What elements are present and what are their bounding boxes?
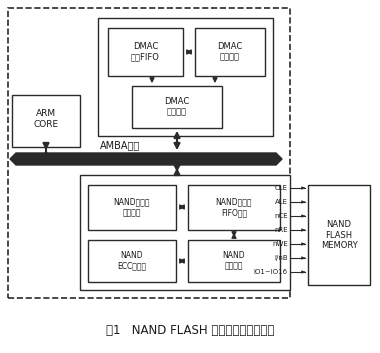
Text: 图1   NAND FLASH 控制器及其系统架构: 图1 NAND FLASH 控制器及其系统架构: [106, 323, 274, 336]
Text: DMAC
通道FIFO: DMAC 通道FIFO: [131, 42, 160, 62]
Text: DMAC
控制模块: DMAC 控制模块: [217, 42, 242, 62]
Text: nWE: nWE: [272, 241, 288, 247]
Text: ALE: ALE: [275, 199, 288, 205]
Text: NAND
ECC编码器: NAND ECC编码器: [117, 251, 147, 271]
Bar: [88, 240, 176, 282]
Text: DMAC
总线接口: DMAC 总线接口: [165, 97, 190, 117]
Bar: [188, 185, 280, 230]
Bar: [12, 95, 80, 147]
Bar: [188, 240, 280, 282]
Text: IO1~IO16: IO1~IO16: [254, 269, 288, 275]
Polygon shape: [10, 153, 282, 165]
Text: ARM
CORE: ARM CORE: [33, 109, 59, 129]
Bar: [308, 185, 370, 285]
Bar: [98, 18, 273, 136]
Text: NAND控制器
总线接口: NAND控制器 总线接口: [114, 198, 150, 217]
Text: AMBA总线: AMBA总线: [100, 140, 140, 150]
Text: nCE: nCE: [274, 213, 288, 219]
Bar: [80, 175, 290, 290]
Text: NAND控制器
FIFO缓冲: NAND控制器 FIFO缓冲: [216, 198, 252, 217]
Bar: [88, 185, 176, 230]
Bar: [195, 28, 265, 76]
Bar: [108, 28, 183, 76]
Bar: [132, 86, 222, 128]
Text: CLE: CLE: [275, 185, 288, 191]
Text: I/nB: I/nB: [274, 255, 288, 261]
Text: NAND
控制模块: NAND 控制模块: [223, 251, 245, 271]
Text: nRE: nRE: [274, 227, 288, 233]
Text: NAND
FLASH
MEMORY: NAND FLASH MEMORY: [321, 220, 357, 250]
Bar: [8, 8, 290, 298]
